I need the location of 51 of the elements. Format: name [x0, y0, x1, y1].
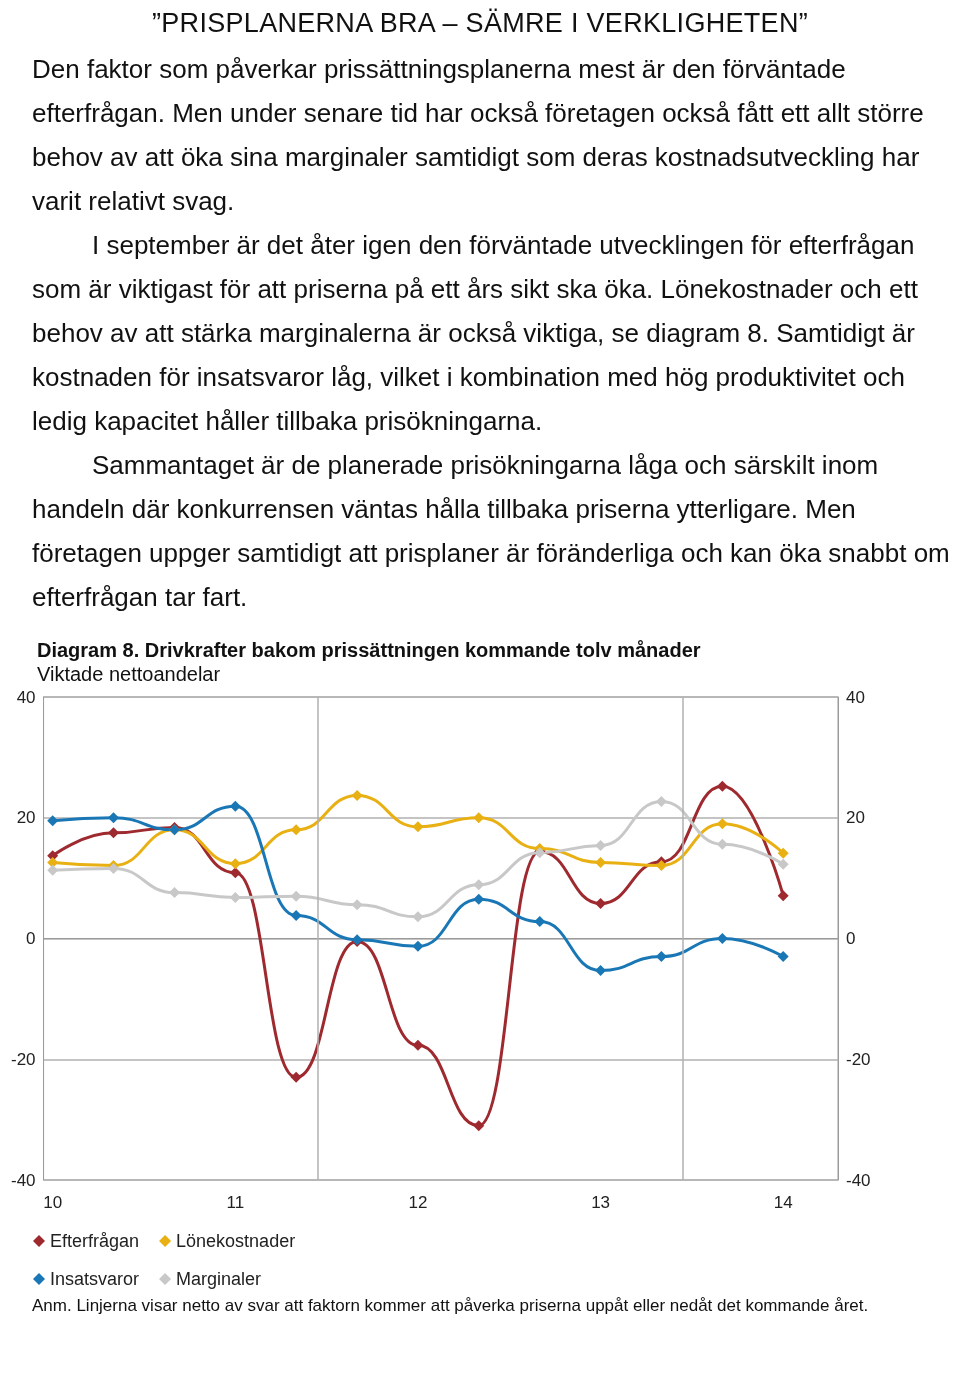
point: [412, 1039, 424, 1051]
y-tick-label: 20: [16, 808, 36, 828]
point: [595, 897, 607, 909]
y-tick-label: 40: [16, 687, 36, 707]
chart-subtitle: Viktade nettoandelar: [37, 663, 221, 685]
point: [777, 890, 789, 902]
x-tick-label: 11: [226, 1193, 245, 1212]
y-tick-label: 0: [26, 929, 36, 948]
point: [716, 818, 728, 830]
point: [595, 856, 607, 868]
y-tick-label: -20: [10, 1049, 36, 1069]
x-tick-label: 10: [43, 1193, 63, 1212]
point: [716, 780, 728, 792]
y2-tick-label: 40: [846, 687, 865, 707]
text: I september är det åter igen den förväntade utvecklingen för efterfrågan som är viktigast för att priserna på ett års sikt ska öka. Lönekostnader och ett behov av att stärka marginalerna är också viktiga, se diagram 8. Samtidigt är kostnaden för insatsvaror låg, vilket i kombination med hög produktivitet och ledig kapacitet håller tillbaka prisökningarna.: [31, 229, 919, 438]
legend-label: Lönekostnader: [176, 1231, 296, 1251]
legend-label: Efterfrågan: [50, 1231, 140, 1251]
y2-tick-label: 20: [846, 808, 865, 828]
point: [290, 1071, 302, 1083]
point: [473, 812, 485, 824]
point: [229, 858, 241, 870]
point: [777, 858, 789, 870]
point: [777, 951, 789, 963]
text: Sammantaget är de planerade prisökningarna låga och särskilt inom handeln där konkurrensen väntas hålla tillbaka priserna ytterligare. Men företagen uppger samtidigt att prisplaner är föränderliga och kan öka snabbt om efterfrågan tar fart.: [31, 449, 951, 614]
text: Anm. Linjerna visar netto av svar att faktorn kommer att påverka priserna uppåt eller nedåt det kommande året.: [32, 1296, 869, 1315]
legend-label: Insatsvaror: [50, 1269, 140, 1289]
point: [716, 933, 728, 944]
point: [655, 951, 667, 963]
point: [47, 856, 59, 868]
point: [473, 1120, 485, 1132]
point: [412, 821, 424, 833]
point: [290, 824, 302, 836]
x-tick-label: 13: [591, 1193, 611, 1212]
y2-tick-label: 0: [846, 929, 856, 948]
point: [595, 965, 607, 976]
point: [229, 867, 241, 879]
chart-title: Diagram 8. Drivkrafter bakom prissättningen kommande tolv månader: [37, 639, 701, 661]
point: [777, 847, 789, 859]
point: [412, 940, 424, 952]
y2-tick-label: -20: [846, 1049, 871, 1069]
point: [290, 910, 302, 922]
legend-label: Marginaler: [176, 1269, 262, 1289]
text: ”PRISPLANERNA BRA – SÄMRE I VERKLIGHETEN”: [151, 8, 809, 39]
point: [534, 916, 546, 928]
x-tick-label: 12: [408, 1193, 428, 1212]
point: [47, 815, 59, 827]
y2-tick-label: -40: [846, 1170, 871, 1190]
point: [351, 789, 363, 801]
text: Den faktor som påverkar prissättningsplanerna mest är den förväntade efterfrågan. Men under senare tid har också företagen också fått ett allt större behov av att öka sina marginaler samtidigt som deras kostnadsutveckling har varit relativt svag.: [31, 53, 925, 218]
y-tick-label: -40: [10, 1170, 36, 1190]
x-tick-label: 14: [773, 1193, 793, 1212]
